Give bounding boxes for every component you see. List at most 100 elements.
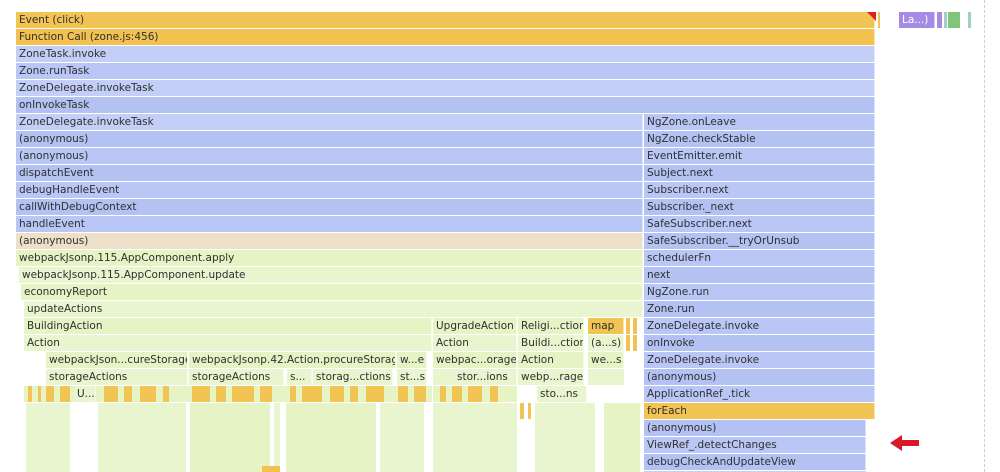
frame-appcomponent-apply[interactable]: webpackJsonp.115.AppComponent.apply [16, 250, 643, 266]
frame-zone-runtask[interactable]: Zone.runTask [16, 63, 875, 79]
frame-sto-ns[interactable]: sto...ns [537, 386, 587, 402]
frame-sliver[interactable] [468, 386, 482, 402]
frame-deep[interactable] [604, 403, 640, 472]
frame-anonymous-right-1[interactable]: (anonymous) [644, 369, 875, 385]
frame-deep[interactable] [190, 403, 270, 472]
frame-religi-ction[interactable]: Religi...ction [518, 318, 584, 334]
frame-debughandleevent[interactable]: debugHandleEvent [16, 182, 643, 198]
frame-schedulerfn[interactable]: schedulerFn [644, 250, 875, 266]
frame-sliver[interactable] [633, 335, 637, 351]
frame-sliver[interactable] [124, 386, 132, 402]
frame-sliver[interactable] [38, 386, 41, 402]
frame-zone-run[interactable]: Zone.run [644, 301, 875, 317]
frame-webpac-orage[interactable]: webpac...orage [433, 352, 517, 368]
frame-zonedelegate-invoketask[interactable]: ZoneDelegate.invokeTask [16, 80, 875, 96]
frame-updateactions[interactable]: updateActions [24, 301, 643, 317]
frame-deep[interactable] [26, 403, 70, 472]
frame-map[interactable]: map [588, 318, 624, 334]
frame-sliver[interactable] [302, 386, 322, 402]
frame-action[interactable]: Action [24, 335, 432, 351]
frame-procure-storage-2[interactable]: webpackJsonp.42.Action.procureStorage [189, 352, 396, 368]
frame-safesubscriber-next[interactable]: SafeSubscriber.next [644, 216, 875, 232]
frame-ngzone-run[interactable]: NgZone.run [644, 284, 875, 300]
frame-sliver[interactable] [398, 386, 408, 402]
frame-handleevent[interactable]: handleEvent [16, 216, 643, 232]
frame-u[interactable]: U... [74, 386, 96, 402]
frame-foreach[interactable]: forEach [644, 403, 875, 419]
frame-storageactions-1[interactable]: storageActions [46, 369, 188, 385]
frame-ngzone-checkstable[interactable]: NgZone.checkStable [644, 131, 875, 147]
frame-anonymous-3[interactable]: (anonymous) [16, 233, 643, 249]
frame-dispatchevent[interactable]: dispatchEvent [16, 165, 643, 181]
frame-we-s[interactable]: we...s [588, 352, 624, 368]
frame-buildi-ction[interactable]: Buildi...ction [518, 335, 584, 351]
scrollbar[interactable] [984, 0, 1000, 472]
frame-action-3[interactable]: Action [518, 352, 584, 368]
frame-sliver[interactable] [163, 386, 169, 402]
frame-sliver[interactable] [520, 403, 524, 419]
frame-deep[interactable] [98, 403, 186, 472]
frame-upgradeaction[interactable]: UpgradeAction [433, 318, 517, 334]
frame-deep[interactable] [380, 403, 424, 472]
frame-sliver[interactable] [626, 318, 630, 334]
frame-deep[interactable] [274, 403, 280, 472]
frame-webp-rage[interactable]: webp...rage [518, 369, 584, 385]
frame-s-ellipsis[interactable]: s... [287, 369, 312, 385]
frame-sliver[interactable] [440, 386, 446, 402]
frame-action-2[interactable]: Action [433, 335, 517, 351]
frame-sliver[interactable] [232, 386, 254, 402]
frame-storag-ctions[interactable]: storag...ctions [313, 369, 393, 385]
frame-callwithdebugcontext[interactable]: callWithDebugContext [16, 199, 643, 215]
frame-procure-storage-1[interactable]: webpackJson...cureStorage [46, 352, 188, 368]
frame-sliver[interactable] [330, 386, 344, 402]
frame-applicationref-tick[interactable]: ApplicationRef_.tick [644, 386, 875, 402]
frame-sliver[interactable] [626, 335, 630, 351]
frame-ngzone-onleave[interactable]: NgZone.onLeave [644, 114, 875, 130]
frame-deep[interactable] [588, 369, 624, 385]
frame-debugcheckandupdateview[interactable]: debugCheckAndUpdateView [644, 454, 866, 470]
frame-layout-sliver[interactable] [937, 12, 942, 28]
frame-buildingaction[interactable]: BuildingAction [24, 318, 432, 334]
frame-sliver[interactable] [192, 386, 210, 402]
frame-sliver[interactable] [216, 386, 226, 402]
frame-next[interactable]: next [644, 267, 875, 283]
frame-eventemitter-emit[interactable]: EventEmitter.emit [644, 148, 875, 164]
frame-sliver[interactable] [46, 386, 54, 402]
frame-economyreport[interactable]: economyReport [21, 284, 643, 300]
frame-anonymous-2[interactable]: (anonymous) [16, 148, 643, 164]
frame-sliver[interactable] [490, 386, 498, 402]
frame-w-e[interactable]: w...e [397, 352, 427, 368]
frame-anonymous-1[interactable]: (anonymous) [16, 131, 643, 147]
frame-sliver[interactable] [452, 386, 462, 402]
frame-sliver[interactable] [633, 318, 637, 334]
frame-deep[interactable] [535, 403, 595, 472]
frame-subscriber-next-private[interactable]: Subscriber._next [644, 199, 875, 215]
frame-sliver[interactable] [366, 386, 384, 402]
frame-zonetask-invoke[interactable]: ZoneTask.invoke [16, 46, 875, 62]
frame-subscriber-next[interactable]: Subscriber.next [644, 182, 875, 198]
frame-zonedelegate-invoke-2[interactable]: ZoneDelegate.invoke [644, 352, 875, 368]
frame-anonymous-right-2[interactable]: (anonymous) [644, 420, 866, 436]
frame-zonedelegate-invoketask-2[interactable]: ZoneDelegate.invokeTask [16, 114, 643, 130]
frame-storageactions-2[interactable]: storageActions [189, 369, 284, 385]
frame-paint-sliver[interactable] [944, 12, 947, 28]
frame-function-call[interactable]: Function Call (zone.js:456) [16, 29, 875, 45]
frame-sliver[interactable] [414, 386, 426, 402]
frame-tiny[interactable] [878, 12, 880, 28]
frame-st-s[interactable]: st...s [397, 369, 427, 385]
frame-sliver[interactable] [140, 386, 156, 402]
frame-zonedelegate-invoke[interactable]: ZoneDelegate.invoke [644, 318, 875, 334]
frame-composite[interactable] [968, 12, 971, 28]
frame-sliver[interactable] [350, 386, 358, 402]
frame-sliver[interactable] [60, 386, 70, 402]
frame-oninvoke[interactable]: onInvoke [644, 335, 875, 351]
frame-safesubscriber-tryorunsub[interactable]: SafeSubscriber.__tryOrUnsub [644, 233, 875, 249]
frame-appcomponent-update[interactable]: webpackJsonp.115.AppComponent.update [19, 267, 643, 283]
frame-oninvoketask[interactable]: onInvokeTask [16, 97, 875, 113]
frame-paint[interactable] [948, 12, 960, 28]
frame-deep[interactable] [433, 403, 517, 472]
frame-sliver[interactable] [28, 386, 32, 402]
frame-deep[interactable] [286, 403, 376, 472]
frame-subject-next[interactable]: Subject.next [644, 165, 875, 181]
